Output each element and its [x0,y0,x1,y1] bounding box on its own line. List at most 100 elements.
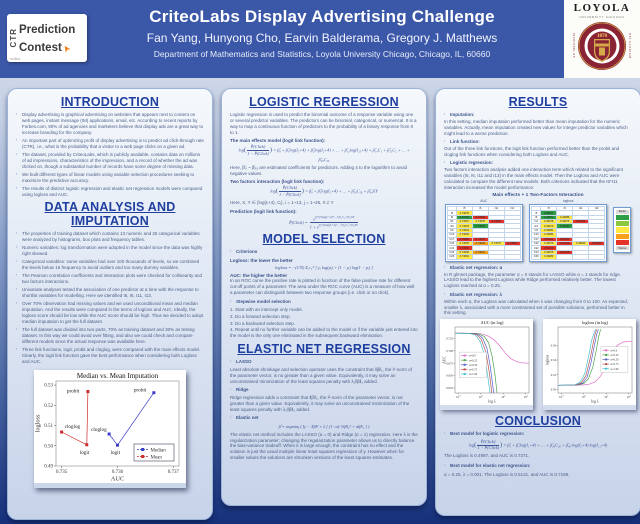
interaction-table-title: Main effects + 1 Two-Factors Interaction [492,193,584,199]
conclusion-logistic-bullet: Best model for logistic regression: [444,431,632,437]
svg-text:0.50: 0.50 [551,388,557,392]
authors: Fan Yang, Hunyong Cho, Earvin Balderama,… [146,31,498,45]
logo-line2: Contest [19,42,62,54]
svg-text:0.650: 0.650 [446,374,453,378]
svg-text:logloss (in log): logloss (in log) [582,320,609,325]
stepwise-steps: 1. Start with an intercept only model. 2.… [230,307,418,340]
svg-text:α=0.50: α=0.50 [469,363,478,367]
results-item-head: Imputation: [444,112,632,118]
conclusion-elastic-bullet: Best model for elastic net regression: [444,463,632,469]
model-selection-heading: MODEL SELECTION [262,232,386,247]
results-item-body: Out of the three link functions, the log… [444,145,620,157]
data-analysis-bullet: Three link functions, logit, probit and … [16,347,204,365]
svg-text:Median vs. Mean Imputation: Median vs. Mean Imputation [77,372,159,380]
two-factor-label: Two factors interaction (logit link func… [230,179,325,185]
data-analysis-heading: DATA ANALYSIS AND IMPUTATION [44,200,176,229]
svg-text:AUC (in log): AUC (in log) [481,320,504,325]
data-analysis-bullet: Categorical variables: some variables ha… [16,259,204,271]
heatmap-color-legend: Better Worse [613,199,632,253]
conclusion-elastic-metrics: α = 0.25, λ = 0.001. The Logloss is 0.51… [444,471,570,477]
data-analysis-bullet: The properties of training dataset which… [16,231,204,243]
criterions-bullet: Criterions [230,249,418,255]
logloss-criterion-label: Logloss: the lower the better [230,257,293,263]
svg-text:probit: probit [134,388,147,394]
svg-text:α=0.50: α=0.50 [610,358,619,362]
auc-heatmap-table: AUC I5 I6 I11 I13 I5 0.73675 I6 0.73702 0.73598 I1… [444,199,523,262]
logo-line1: Prediction [19,24,76,36]
stepwise-step: 2. Do a forward selection step. [230,313,291,319]
ridge-bullet: Ridge [230,387,418,393]
logloss-heatmap-table: logloss I5 I6 I11 I13 I5 0.49921 I6 0.49902 0.499… [529,199,608,262]
stepwise-bullet: Stepwise model selection [230,299,418,305]
logloss-formula: logloss = −(1/N) Σᵢ₌₁ᴺ [ yᵢ log(pᵢ) + (1… [275,264,373,270]
data-analysis-bullet: The Pearson correlation coefficients and… [16,273,204,285]
svg-text:α=0.75: α=0.75 [469,368,478,372]
svg-text:logit: logit [80,450,90,456]
svg-text:0.53: 0.53 [44,384,53,389]
svg-text:Mean: Mean [151,455,163,460]
introduction-bullet: We built different types of linear model… [16,172,204,184]
stepwise-step: 3. Do a backward selection step. [230,320,296,326]
svg-text:α=0.0: α=0.0 [469,354,476,358]
elastic-net-heading: ELASTIC NET REGRESSION [237,341,411,356]
elastic-net-bullet: Elastic net [230,415,418,421]
svg-text:α=0.0: α=0.0 [610,349,617,353]
svg-text:log λ: log λ [488,400,496,404]
poster-title: CriteoLabs Display Advertising Challenge [149,7,495,26]
svg-text:logloss: logloss [546,355,550,366]
svg-text:0.736: 0.736 [112,470,124,475]
data-analysis-bullet: Over 70% observation had missing values … [16,301,204,325]
svg-text:0.56: 0.56 [551,344,557,348]
svg-text:10-2: 10-2 [559,395,564,399]
main-effects-formula: log(P̂(Click) 1 − P̂(Click)) = β̂₀ + β̂₁l… [238,144,410,162]
svg-text:0.52: 0.52 [44,404,53,409]
data-analysis-bullet: Univariate analyses tested the associati… [16,287,204,299]
auc-vs-lambda-chart: AUC (in log) log λ AUC 10-2 100 102 104 0.625 0.… [440,319,533,410]
svg-text:102: 102 [604,395,608,399]
affiliation: Department of Mathematics and Statistics… [153,49,491,59]
introduction-bullet: An important part of optimizing profit o… [16,138,204,150]
loyola-logo: LOYOLA UNIVERSITY CHICAGO AD·MAIOREM 187… [564,0,640,78]
svg-text:0.625: 0.625 [446,387,453,391]
two-factor-formula: log(P̂(Click) 1 − P̂(Click)) = β̂₀ + β̂₁l… [270,185,378,197]
interaction-tables: AUC I5 I6 I11 I13 I5 0.73675 I6 0.73702 0.73598 I1… [444,199,632,262]
results-item-body: Two factors interaction analysis added o… [444,166,623,190]
auc-criterion-label: AUC: the higher the better [230,272,288,278]
svg-text:0.735: 0.735 [56,470,68,475]
svg-text:0.675: 0.675 [446,362,453,366]
svg-text:0.50: 0.50 [44,445,53,450]
svg-text:0.737: 0.737 [168,470,180,475]
svg-text:probit: probit [67,389,80,395]
svg-text:α=1.00: α=1.00 [610,367,619,371]
introduction-bullet: Display advertising is graphical adverti… [16,112,204,136]
svg-text:α=1.00: α=1.00 [469,372,478,376]
introduction-heading: INTRODUCTION [60,95,160,109]
data-analysis-bullet: The full dataset was divided into two pa… [16,327,204,345]
imputation-comparison-chart: Median vs. Mean Imputation AUC logloss 0.73… [34,370,186,488]
results-item-head: Elastic net regression: α [444,265,632,271]
svg-text:100: 100 [582,395,586,399]
svg-text:AUC: AUC [111,476,124,483]
svg-text:0.725: 0.725 [446,337,453,341]
svg-text:0.700: 0.700 [446,349,453,353]
svg-text:cloglog: cloglog [65,424,81,430]
svg-text:104: 104 [627,395,631,399]
results-item-head: Link function: [444,139,632,145]
results-item-head: Logistic regression: [444,160,632,166]
logistic-intro-text: Logistic regression is used to predict t… [230,112,417,135]
prediction-label: Prediction (logit link function): [230,208,297,214]
introduction-bullet: The dataset, provided by CriteoLabs, whi… [16,152,204,170]
panel-methods: LOGISTIC REGRESSION Logistic regression … [221,88,427,506]
loyola-subtitle: UNIVERSITY CHICAGO [579,14,625,19]
seal-year: 1870 [597,34,608,39]
svg-text:α=0.75: α=0.75 [610,363,619,367]
results-item-body: Within each α, the Logloss was calculate… [444,298,628,316]
heatmap-caption: AUC [480,199,488,204]
results-item-body: In this setting, median imputation perfo… [444,118,628,136]
main-effects-label: The main effects model (logit link funct… [230,138,326,144]
loyola-seal-icon: 1870 [578,21,626,70]
lasso-bullet: LASSO [230,359,418,365]
loyola-motto-right: DEI·GLORIAM [628,32,632,59]
svg-text:logloss: logloss [35,414,42,432]
